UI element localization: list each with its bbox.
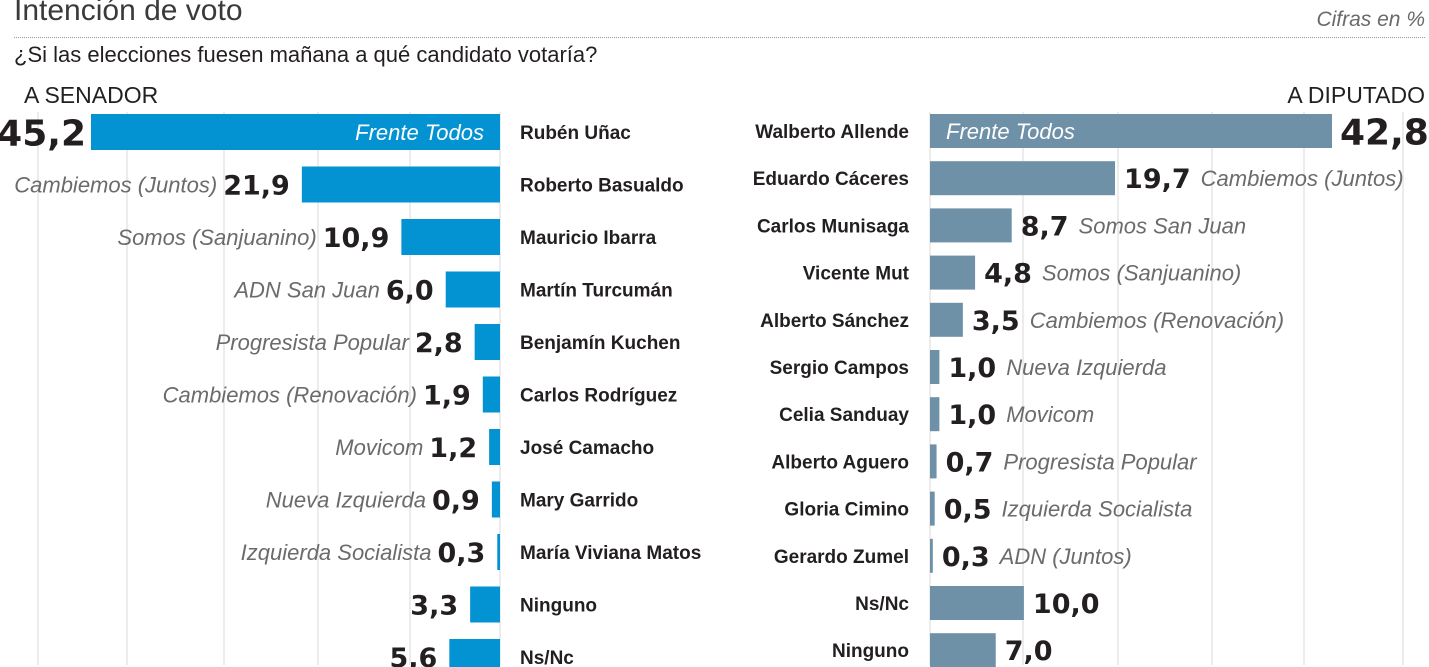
senador-bar xyxy=(301,166,500,203)
diputado-candidate-label: Eduardo Cáceres xyxy=(753,169,909,190)
senador-candidate-label: Carlos Rodríguez xyxy=(520,386,677,407)
diputado-candidate-label: Vicente Mut xyxy=(803,264,910,285)
diputado-party-label: Izquierda Socialista xyxy=(1002,497,1193,522)
senador-candidate-label: Ns/Nc xyxy=(520,648,574,667)
senador-party-label: Cambiemos (Juntos) xyxy=(14,173,217,198)
diputado-party-label: Cambiemos (Renovación) xyxy=(1030,308,1284,333)
diputado-party-label: Somos San Juan xyxy=(1079,213,1247,238)
diputado-value-label: 42,8 xyxy=(1340,112,1429,153)
diputado-value-label: 0,7 xyxy=(946,447,994,478)
diputado-candidate-label: Alberto Sánchez xyxy=(760,311,909,332)
diputado-candidate-label: Ninguno xyxy=(832,641,909,662)
senador-candidate-label: Mary Garrido xyxy=(520,491,638,512)
senador-candidate-label: Rubén Uñac xyxy=(520,123,631,144)
diputado-candidate-label: Alberto Aguero xyxy=(771,452,909,473)
diputado-bar xyxy=(930,208,1012,243)
senador-candidate-label: Benjamín Kuchen xyxy=(520,333,680,354)
diputado-value-label: 10,0 xyxy=(1033,589,1100,620)
senador-party-label: Nueva Izquierda xyxy=(266,488,426,513)
diputado-candidate-label: Ns/Nc xyxy=(855,594,909,615)
diputado-party-label: Frente Todos xyxy=(946,119,1075,144)
diputado-party-label: Progresista Popular xyxy=(1003,449,1198,474)
senador-value-label: 0,9 xyxy=(432,485,480,516)
senador-candidate-label: Roberto Basualdo xyxy=(520,176,684,197)
senador-party-label: Somos (Sanjuanino) xyxy=(117,225,316,250)
unit-note: Cifras en % xyxy=(1316,8,1425,31)
senador-candidate-label: Martín Turcumán xyxy=(520,281,673,302)
diputado-value-label: 0,3 xyxy=(942,542,990,573)
senador-party-label: Movicom xyxy=(335,435,423,460)
diputado-bar xyxy=(930,350,940,384)
diputado-candidate-label: Celia Sanduay xyxy=(779,405,909,426)
senador-value-label: 45,2 xyxy=(0,113,86,154)
senador-value-label: 1,9 xyxy=(423,380,471,411)
senador-bar xyxy=(445,271,500,308)
senador-value-label: 2,8 xyxy=(415,328,463,359)
diputado-candidate-label: Sergio Campos xyxy=(770,358,909,379)
senador-party-label: Izquierda Socialista xyxy=(241,540,432,565)
senador-panel-title: A SENADOR xyxy=(24,82,159,108)
diputado-candidate-label: Walberto Allende xyxy=(755,122,909,143)
senador-value-label: 0,3 xyxy=(437,538,485,569)
diputado-bar xyxy=(930,397,940,432)
diputado-value-label: 1,0 xyxy=(948,400,996,431)
senador-bar xyxy=(470,586,500,623)
senador-value-label: 3,3 xyxy=(410,590,458,621)
senador-bar xyxy=(482,376,500,413)
diputado-value-label: 19,7 xyxy=(1124,164,1191,195)
diputado-value-label: 8,7 xyxy=(1021,211,1069,242)
senador-party-label: Progresista Popular xyxy=(216,330,411,355)
senador-value-label: 10,9 xyxy=(323,223,390,254)
senador-candidate-label: María Viviana Matos xyxy=(520,543,701,564)
diputado-bar xyxy=(930,491,935,526)
diputado-bar xyxy=(930,255,976,290)
header-divider xyxy=(14,37,1425,38)
diputado-party-label: Cambiemos (Juntos) xyxy=(1201,166,1404,191)
diputado-candidate-label: Carlos Munisaga xyxy=(757,216,909,237)
diputado-value-label: 7,0 xyxy=(1005,636,1053,667)
senador-bar xyxy=(491,481,500,518)
senador-bar xyxy=(497,534,500,570)
diputado-party-label: Nueva Izquierda xyxy=(1006,355,1166,380)
diputado-candidate-label: Gloria Cimino xyxy=(784,500,909,521)
senador-candidate-label: Mauricio Ibarra xyxy=(520,228,657,249)
senador-value-label: 21,9 xyxy=(223,170,290,201)
senador-bar xyxy=(91,114,500,150)
diputado-bar xyxy=(930,114,1332,148)
survey-question: ¿Si las elecciones fuesen mañana a qué c… xyxy=(14,42,598,67)
senador-candidate-label: Ninguno xyxy=(520,596,597,617)
senador-party-label: ADN San Juan xyxy=(232,278,380,303)
diputado-party-label: ADN (Juntos) xyxy=(998,544,1132,569)
diputado-bar xyxy=(930,161,1116,196)
senador-value-label: 5,6 xyxy=(389,643,437,667)
senador-bar xyxy=(401,219,500,255)
diputado-panel-title: A DIPUTADO xyxy=(1287,82,1425,108)
chart-title: Intención de voto xyxy=(14,0,243,27)
senador-value-label: 6,0 xyxy=(386,275,434,306)
diputado-party-label: Somos (Sanjuanino) xyxy=(1042,261,1241,286)
diputado-bar xyxy=(930,444,937,479)
diputado-bar xyxy=(930,538,933,573)
diputado-value-label: 1,0 xyxy=(948,353,996,384)
diputado-value-label: 4,8 xyxy=(984,259,1032,290)
diputado-value-label: 3,5 xyxy=(972,306,1020,337)
diputado-bar xyxy=(930,633,996,667)
senador-value-label: 1,2 xyxy=(429,433,477,464)
diputado-party-label: Movicom xyxy=(1006,402,1094,427)
senador-bar xyxy=(449,639,500,667)
diputado-bar xyxy=(930,586,1024,620)
diputado-candidate-label: Gerardo Zumel xyxy=(774,547,909,568)
senador-party-label: Frente Todos xyxy=(355,120,484,145)
diputado-bar xyxy=(930,302,963,337)
senador-bar xyxy=(489,429,500,465)
senador-bar xyxy=(474,324,500,360)
diputado-value-label: 0,5 xyxy=(944,495,992,526)
senador-party-label: Cambiemos (Renovación) xyxy=(163,383,417,408)
senador-candidate-label: José Camacho xyxy=(520,438,654,459)
